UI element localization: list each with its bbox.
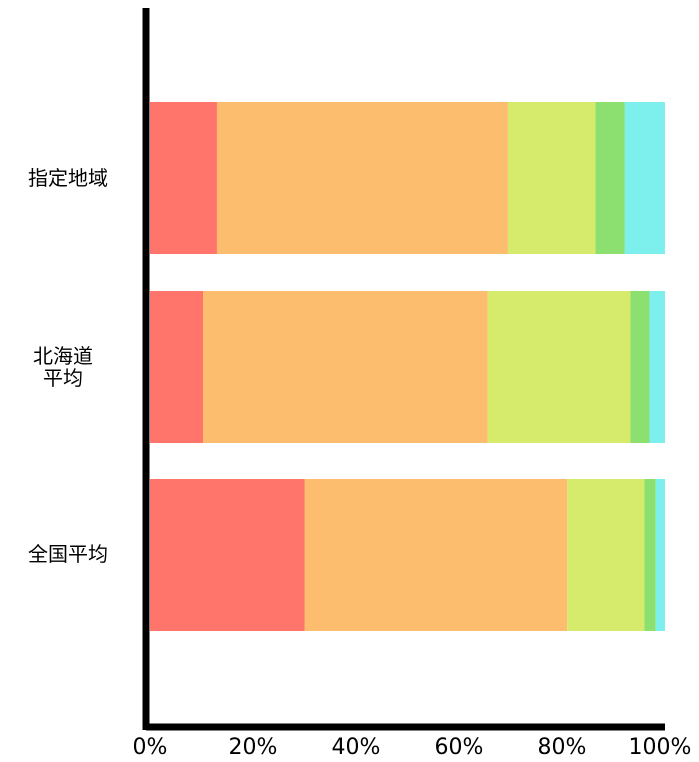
- x-tick-label-1: 20%: [228, 735, 278, 760]
- bar-segment-0-4: [624, 102, 665, 254]
- bar-segment-0-0: [150, 102, 217, 254]
- x-tick-label-5: 100%: [628, 735, 692, 760]
- bar-segment-1-3: [630, 291, 650, 443]
- bar-segment-1-2: [487, 291, 631, 443]
- bar-segment-0-1: [216, 102, 508, 254]
- bar-segment-1-0: [150, 291, 204, 443]
- bar-segment-0-2: [507, 102, 596, 254]
- bar-segment-2-2: [567, 479, 645, 631]
- x-tick-label-3: 60%: [434, 735, 484, 760]
- category-label-1: 北海道 平均: [33, 344, 93, 390]
- bar-segment-2-0: [150, 479, 305, 631]
- bar-segment-2-1: [304, 479, 568, 631]
- bar-segment-2-4: [655, 479, 665, 631]
- x-tick-label-0: 0%: [132, 735, 168, 760]
- x-tick-label-2: 40%: [331, 735, 381, 760]
- bar-segment-1-1: [203, 291, 488, 443]
- bar-segment-1-4: [649, 291, 665, 443]
- bars-layer: [150, 102, 665, 631]
- category-label-2: 全国平均: [28, 542, 108, 566]
- bar-segment-2-3: [644, 479, 656, 631]
- category-label-0: 指定地域: [28, 166, 108, 190]
- x-tick-label-4: 80%: [537, 735, 587, 760]
- bar-segment-0-3: [595, 102, 625, 254]
